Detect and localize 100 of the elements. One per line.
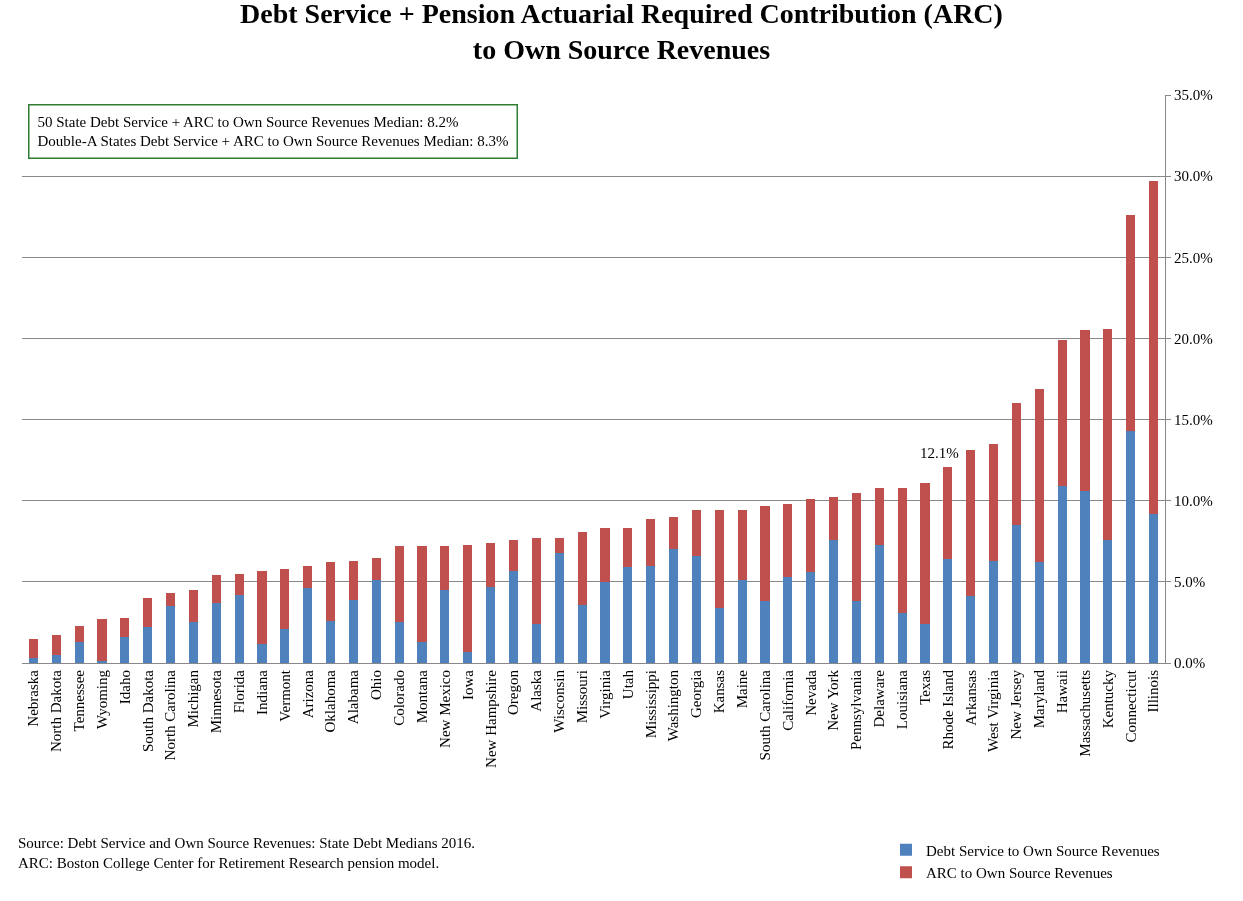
bar	[486, 542, 496, 587]
x-tick-label: New York	[825, 669, 842, 731]
bar	[97, 619, 107, 662]
bar	[874, 487, 884, 545]
x-tick-label: Oklahoma	[322, 669, 339, 733]
bar	[1126, 215, 1136, 431]
x-tick-label: Oregon	[505, 669, 522, 715]
x-tick-label: Rhode Island	[939, 669, 956, 750]
legend-label: Debt Service to Own Source Revenues	[926, 842, 1160, 859]
bar	[348, 560, 359, 600]
bar	[348, 599, 359, 663]
bar	[577, 604, 587, 663]
x-tick-label: Indiana	[253, 669, 270, 715]
y-tick-label: 30.0%	[1174, 168, 1213, 185]
bar	[623, 528, 633, 568]
x-tick-label: Michigan	[185, 669, 202, 728]
x-tick-label: North Carolina	[162, 669, 179, 761]
y-tick-label: 10.0%	[1174, 492, 1213, 509]
bar	[1057, 340, 1067, 487]
chart-title: Debt Service + Pension Actuarial Required Contribution (ARC) to Own Source Revenues	[240, 0, 1003, 65]
bar	[1011, 525, 1021, 663]
bar	[394, 622, 404, 663]
bar	[554, 538, 564, 553]
bar	[280, 628, 290, 663]
y-tick-label: 25.0%	[1174, 249, 1213, 266]
x-tick-label: New Jersey	[1008, 669, 1025, 740]
x-tick-label: Alabama	[345, 669, 362, 725]
bar	[600, 528, 610, 582]
bar	[531, 538, 541, 625]
bar	[1103, 328, 1113, 540]
bar	[943, 559, 953, 663]
bar	[668, 516, 679, 550]
x-tick-label: Georgia	[688, 669, 705, 719]
bar	[737, 580, 747, 663]
x-tick-label: Illinois	[1145, 669, 1162, 713]
bar	[691, 555, 701, 663]
x-tick-label: Nebraska	[25, 669, 42, 727]
x-tick-label: New Hampshire	[482, 669, 499, 768]
bar	[1057, 486, 1067, 663]
x-tick-label: Pennsylvania	[848, 669, 865, 750]
x-tick-label: North Dakota	[48, 669, 65, 753]
bar	[257, 570, 267, 644]
x-tick-label: California	[779, 669, 796, 731]
bar	[1011, 403, 1021, 526]
x-tick-label: Virginia	[596, 669, 613, 719]
bar	[1034, 388, 1044, 563]
x-tick-label: Delaware	[871, 669, 888, 728]
bar	[508, 539, 519, 571]
bar	[143, 598, 153, 628]
bar	[920, 482, 930, 625]
bar	[188, 589, 199, 623]
bar	[531, 624, 541, 663]
bar	[463, 651, 473, 663]
bar	[1103, 539, 1113, 663]
bar	[211, 602, 221, 663]
bar	[828, 497, 839, 540]
bar	[120, 637, 130, 663]
bar	[966, 596, 976, 663]
x-tick-label: Colorado	[391, 670, 408, 726]
bar	[371, 557, 381, 581]
bar	[646, 565, 656, 663]
bar	[394, 546, 404, 623]
bar	[1149, 181, 1159, 514]
bar	[51, 635, 61, 655]
bar	[1034, 562, 1044, 663]
bar	[760, 601, 770, 663]
bar	[691, 510, 701, 556]
bar	[1149, 513, 1159, 663]
bar	[166, 593, 176, 607]
x-tick-label: Iowa	[459, 669, 476, 700]
bar	[440, 546, 450, 590]
bar	[920, 624, 930, 663]
x-tick-label: Mississippi	[642, 670, 659, 739]
bar	[234, 573, 244, 595]
bar	[143, 627, 153, 663]
bar	[234, 594, 244, 663]
bar	[943, 466, 953, 560]
bar	[326, 562, 336, 621]
bar	[440, 589, 450, 663]
bar	[714, 607, 724, 663]
bar	[1080, 490, 1090, 663]
bar	[1080, 330, 1090, 491]
x-tick-label: Maryland	[1031, 669, 1048, 729]
x-tick-label: Kansas	[711, 669, 728, 714]
bar	[851, 492, 861, 602]
y-tick-label: 20.0%	[1174, 330, 1213, 347]
x-tick-label: Texas	[916, 669, 933, 705]
x-tick-label: Nevada	[802, 669, 819, 716]
x-tick-label: Hawaii	[1054, 670, 1071, 714]
x-tick-label: Wyoming	[93, 669, 110, 730]
bar	[897, 612, 907, 663]
bar	[988, 443, 999, 561]
x-tick-label: Connecticut	[1122, 669, 1139, 743]
x-tick-label: West Virginia	[985, 669, 1002, 752]
bar	[600, 581, 610, 663]
bar	[714, 510, 724, 608]
x-tick-label: Florida	[231, 669, 248, 714]
bar	[988, 560, 999, 663]
bar	[577, 531, 587, 605]
x-tick-label: New Mexico	[436, 670, 453, 748]
